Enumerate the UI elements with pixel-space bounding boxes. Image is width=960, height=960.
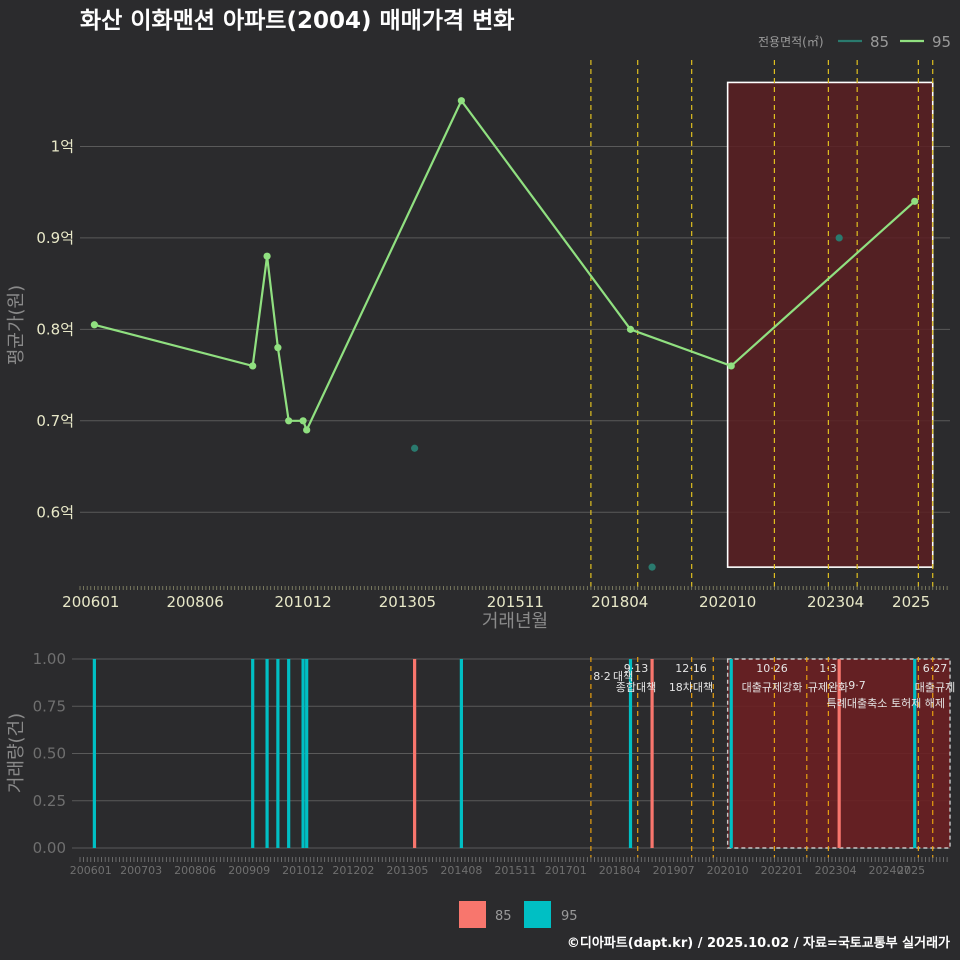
bar-95 — [301, 659, 305, 848]
x-tick-label: 201701 — [545, 864, 587, 877]
bar-95 — [628, 659, 633, 848]
x-tick-label: 200601 — [62, 593, 119, 611]
x-tick-label: 202010 — [699, 593, 756, 611]
policy-name: 대책 — [613, 670, 633, 683]
bar-85 — [650, 659, 654, 848]
policy-name: 특례대출축소 — [827, 697, 888, 710]
bar-95 — [729, 659, 733, 848]
bar-95 — [305, 659, 309, 848]
y-tick-label: 0.00 — [33, 839, 66, 857]
x-tick-label: 200909 — [228, 864, 270, 877]
x-axis-title: 거래년월 — [482, 611, 548, 632]
series-95-point — [263, 252, 271, 260]
x-tick-label: 201305 — [379, 593, 436, 611]
policy-date: 9·13 — [624, 662, 649, 675]
policy-name: 18차대책 — [669, 681, 713, 694]
x-tick-label: 202201 — [761, 864, 803, 877]
x-tick-label: 201804 — [599, 864, 641, 877]
x-tick-label: 201804 — [591, 593, 648, 611]
policy-name: 대출규제강화 — [742, 681, 803, 694]
x-tick-label: 201012 — [274, 593, 331, 611]
series-95-point — [303, 426, 311, 434]
policy-date: 9·7 — [848, 679, 866, 692]
series-95-point — [457, 97, 465, 105]
series-95-point — [249, 362, 257, 370]
bar-95 — [276, 659, 280, 848]
x-tick-label: 202407 — [869, 864, 911, 877]
policy-date: 8·2 — [593, 670, 611, 683]
x-tick-label: 201305 — [386, 864, 428, 877]
x-tick-label: 2025 — [897, 864, 925, 877]
y-tick-label: 0.9억 — [36, 229, 74, 247]
x-tick-label: 202010 — [707, 864, 749, 877]
highlight-range-box — [726, 81, 934, 568]
series-85-point — [411, 444, 419, 452]
y-tick-label: 1억 — [51, 137, 74, 155]
bar-85 — [837, 659, 841, 848]
bar-95 — [913, 659, 917, 848]
bar-95 — [287, 659, 291, 848]
policy-name: 규제완화 — [808, 681, 848, 694]
policy-name: 대출규제 — [915, 681, 955, 694]
series-95-point — [911, 197, 919, 205]
series-95-point — [626, 325, 635, 333]
series-95-point — [299, 417, 307, 425]
x-tick-label: 201408 — [440, 864, 482, 877]
legend-95-swatch — [524, 901, 551, 928]
series-95-point — [90, 321, 98, 329]
policy-date: 12·16 — [675, 662, 707, 675]
legend-85-swatch — [459, 901, 486, 928]
series-95-point — [285, 417, 293, 425]
legend-95-label: 95 — [561, 909, 578, 924]
series-95-point — [274, 344, 282, 352]
y-tick-label: 0.25 — [33, 792, 66, 810]
x-tick-label: 201511 — [494, 864, 536, 877]
x-tick-label: 201012 — [282, 864, 324, 877]
series-95-point — [727, 362, 735, 370]
y-tick-label: 0.50 — [33, 745, 66, 763]
y-tick-label: 0.6억 — [36, 503, 74, 521]
legend-title: 전용면적(㎡) — [758, 35, 824, 49]
policy-name: 종합대책 — [616, 681, 656, 694]
x-tick-label: 200806 — [174, 864, 216, 877]
footer-credit: ©디아파트(dapt.kr) / 2025.10.02 / 자료=국토교통부 실… — [567, 935, 950, 951]
policy-date: 6·27 — [923, 662, 948, 675]
policy-date: 10·26 — [756, 662, 788, 675]
y-axis-title: 거래량(건) — [6, 713, 27, 793]
series-85-point — [648, 563, 656, 571]
legend-85-label: 85 — [870, 33, 889, 51]
policy-name: 토허제 해제 — [891, 696, 945, 710]
bar-85 — [413, 659, 417, 848]
x-tick-label: 200703 — [120, 864, 162, 877]
x-tick-label: 200601 — [70, 864, 112, 877]
policy-date: 1·3 — [819, 662, 837, 675]
x-tick-label: 2025 — [892, 593, 930, 611]
y-tick-label: 0.8억 — [36, 320, 74, 338]
y-axis-title: 평균가(원) — [6, 285, 27, 365]
y-tick-label: 0.75 — [33, 697, 66, 715]
chart-title: 화산 이화맨션 아파트(2004) 매매가격 변화 — [80, 8, 514, 34]
x-tick-label: 201511 — [487, 593, 544, 611]
y-tick-label: 1.00 — [33, 650, 66, 668]
legend-95-label: 95 — [932, 33, 951, 51]
y-tick-label: 0.7억 — [36, 412, 74, 430]
series-85-point — [835, 234, 843, 242]
bar-95 — [251, 659, 255, 848]
legend-85-label: 85 — [495, 909, 512, 924]
x-tick-label: 201202 — [332, 864, 374, 877]
volume-panel: 0.00 0.25 0.50 0.75 1.00 8·2 대책9·13 종합대책 12·16 18… — [6, 650, 955, 928]
bar-95 — [265, 659, 269, 848]
bar-95 — [92, 659, 96, 848]
x-tick-label: 201907 — [653, 864, 695, 877]
x-tick-label: 200806 — [167, 593, 224, 611]
x-tick-label: 202304 — [815, 864, 857, 877]
x-tick-label: 202304 — [807, 593, 864, 611]
price-panel: 0.6억 0.7억 0.8억 0.9억 1억 200601 200806 201012 2013… — [6, 33, 951, 632]
bar-95 — [459, 659, 463, 848]
